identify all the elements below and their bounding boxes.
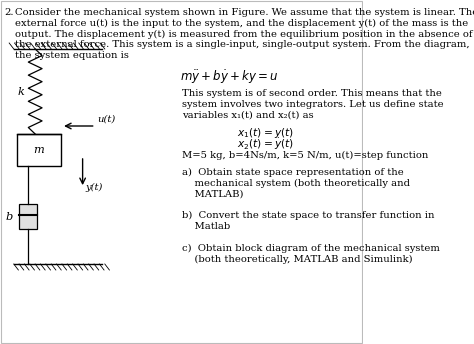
Text: k: k bbox=[18, 86, 25, 97]
Text: a)  Obtain state space representation of the: a) Obtain state space representation of … bbox=[182, 168, 404, 177]
Text: external force u(t) is the input to the system, and the displacement y(t) of the: external force u(t) is the input to the … bbox=[15, 19, 469, 28]
Text: c)  Obtain block diagram of the mechanical system: c) Obtain block diagram of the mechanica… bbox=[182, 244, 440, 253]
Text: the external force. This system is a single-input, single-output system. From th: the external force. This system is a sin… bbox=[15, 40, 470, 50]
Text: Consider the mechanical system shown in Figure. We assume that the system is lin: Consider the mechanical system shown in … bbox=[15, 8, 474, 17]
Text: y(t): y(t) bbox=[85, 183, 102, 192]
Text: b: b bbox=[6, 212, 13, 222]
Bar bbox=[17, 134, 61, 166]
Text: M=5 kg, b=4Ns/m, k=5 N/m, u(t)=step function: M=5 kg, b=4Ns/m, k=5 N/m, u(t)=step func… bbox=[182, 151, 428, 160]
Text: $x_1(t) = y(t)$: $x_1(t) = y(t)$ bbox=[237, 126, 294, 140]
Text: $x_2(t) = \dot{y}(t)$: $x_2(t) = \dot{y}(t)$ bbox=[237, 137, 294, 152]
Text: output. The displacement y(t) is measured from the equilibrium position in the a: output. The displacement y(t) is measure… bbox=[15, 30, 473, 39]
Text: $m\ddot{y} + b\dot{y} + ky = u$: $m\ddot{y} + b\dot{y} + ky = u$ bbox=[180, 69, 279, 86]
Text: MATLAB): MATLAB) bbox=[182, 190, 244, 199]
Text: 2.: 2. bbox=[4, 8, 13, 17]
Text: (both theoretically, MATLAB and Simulink): (both theoretically, MATLAB and Simulink… bbox=[182, 255, 413, 264]
Text: mechanical system (both theoretically and: mechanical system (both theoretically an… bbox=[182, 179, 410, 188]
Text: variables x₁(t) and x₂(t) as: variables x₁(t) and x₂(t) as bbox=[182, 111, 314, 120]
Text: b)  Convert the state space to transfer function in: b) Convert the state space to transfer f… bbox=[182, 211, 435, 220]
Bar bbox=[19, 204, 37, 229]
Text: Matlab: Matlab bbox=[182, 222, 230, 231]
Text: system involves two integrators. Let us define state: system involves two integrators. Let us … bbox=[182, 100, 444, 109]
Text: This system is of second order. This means that the: This system is of second order. This mea… bbox=[182, 89, 442, 98]
Text: the system equation is: the system equation is bbox=[15, 51, 129, 60]
Text: u(t): u(t) bbox=[97, 115, 115, 124]
Text: m: m bbox=[34, 145, 45, 155]
